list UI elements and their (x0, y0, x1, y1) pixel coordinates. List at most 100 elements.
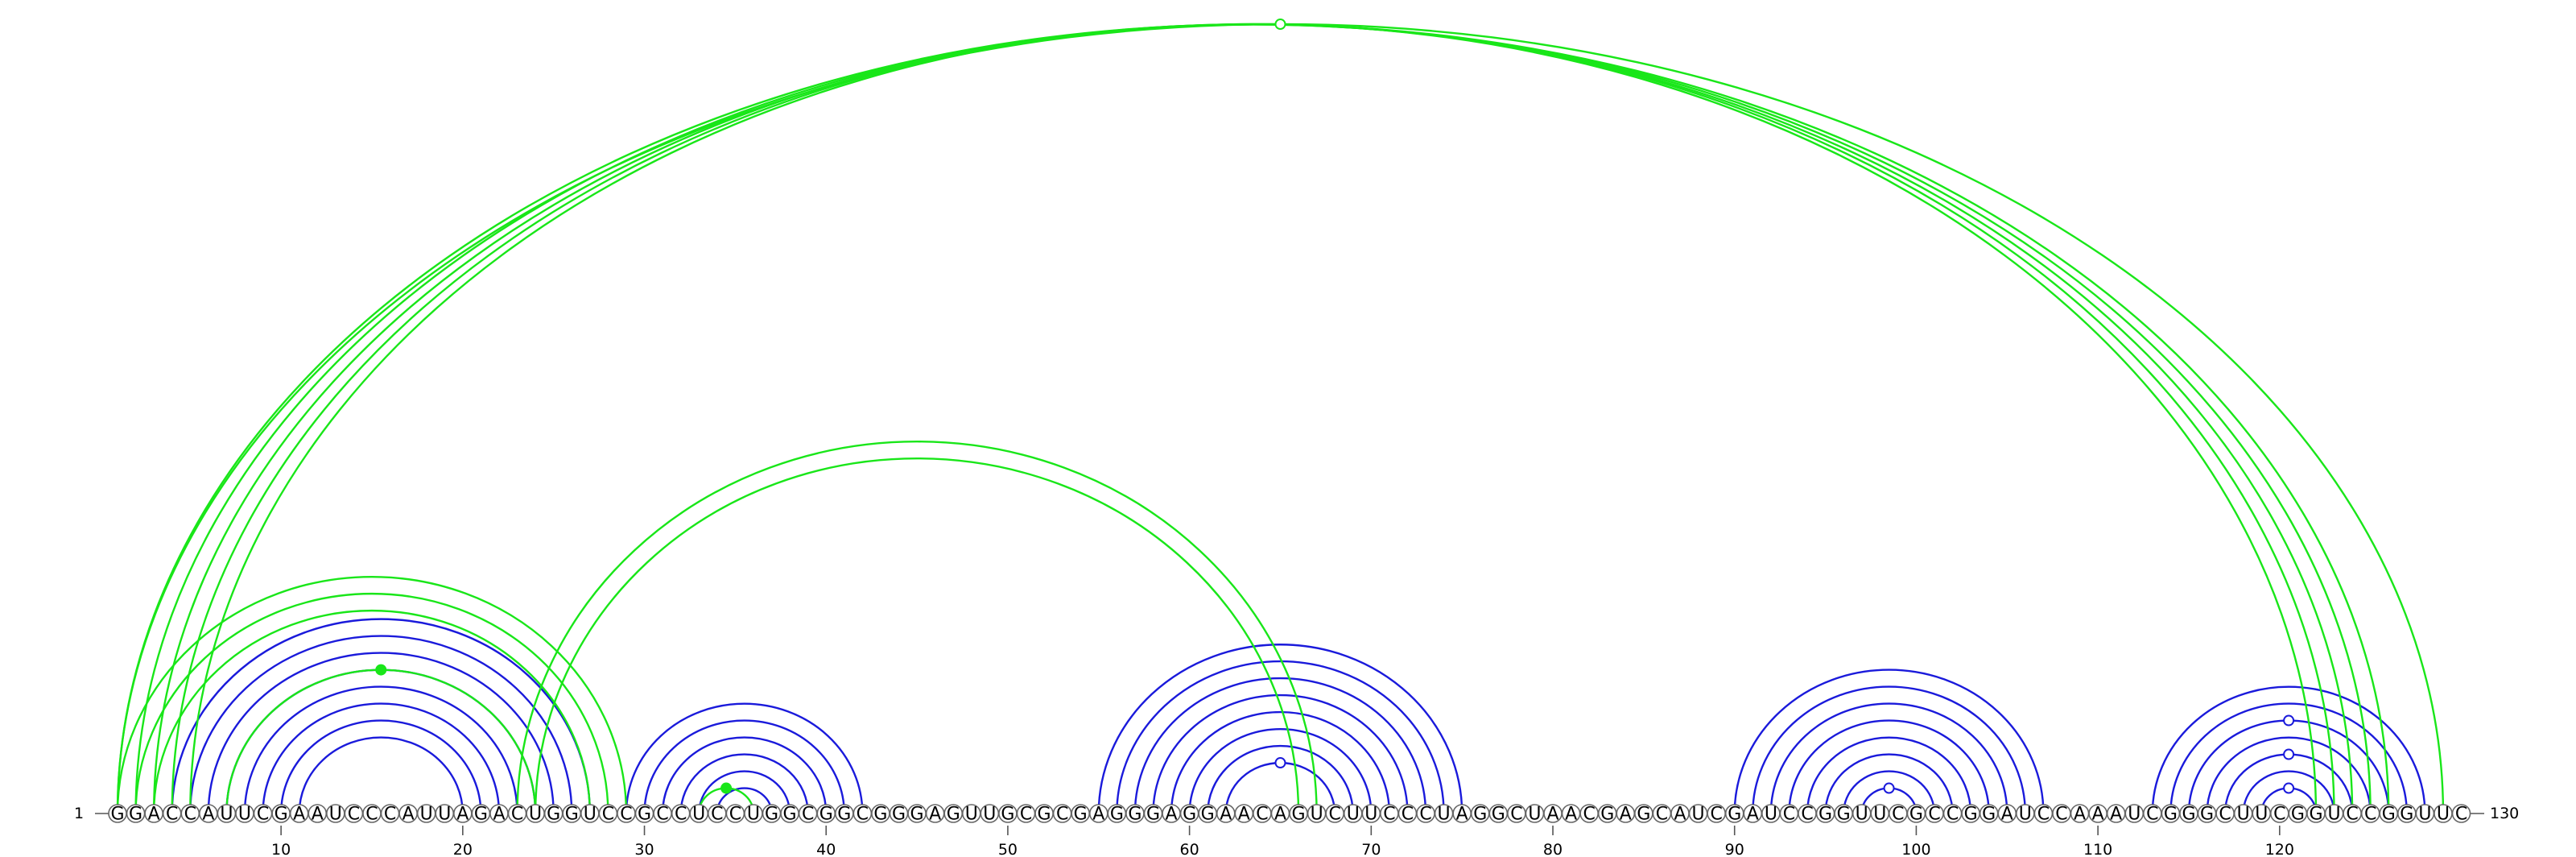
nucleotide-letter: G (910, 805, 924, 825)
nucleotide-letter: U (1765, 805, 1777, 825)
nucleotide-letter: C (1946, 805, 1959, 825)
nucleotide-letter: C (1783, 805, 1795, 825)
nucleotide-letter: U (747, 805, 760, 825)
nucleotide-letter: C (2146, 805, 2158, 825)
nucleotide-letter: U (2437, 805, 2450, 825)
nucleotide-letter: A (2074, 805, 2086, 825)
nucleotide-letter: C (1402, 805, 1414, 825)
nucleotide-letter: U (1528, 805, 1541, 825)
arc-blue-60-70 (1188, 727, 1373, 814)
nucleotide-letter: U (220, 805, 233, 825)
arc-green-7-24 (225, 669, 537, 814)
nucleotide-letter: C (620, 805, 632, 825)
marker-blue-62-68 (1274, 757, 1286, 769)
nucleotide-letter: U (1856, 805, 1868, 825)
nucleotide-letter: C (1928, 805, 1940, 825)
tick-label: 40 (816, 841, 836, 857)
nucleotide-letter: A (2001, 805, 2013, 825)
arc-green-5-122 (189, 23, 2318, 814)
nucleotide-letter: A (2110, 805, 2122, 825)
start-position-label: 1 (74, 805, 84, 822)
nucleotide-letter: A (1565, 805, 1577, 825)
nucleotide-letter: C (2037, 805, 2050, 825)
arc-blue-29-42 (625, 702, 864, 814)
nucleotide-letter: G (110, 805, 124, 825)
nucleotide-letter: U (238, 805, 251, 825)
marker-green-33-36 (720, 782, 733, 794)
nucleotide-letter: U (2128, 805, 2140, 825)
nucleotide-letter: C (1656, 805, 1668, 825)
nucleotide-letter: A (1220, 805, 1232, 825)
nucleotide-letter: G (1201, 805, 1215, 825)
nucleotide-letter: C (1510, 805, 1522, 825)
arc-blue-94-103 (1806, 736, 1972, 814)
nucleotide-letter: C (511, 805, 523, 825)
arc-blue-7-24 (225, 669, 537, 814)
nucleotide-letter: G (1074, 805, 1088, 825)
nucleotide-letter: A (202, 805, 214, 825)
nucleotide-letter: U (329, 805, 342, 825)
end-position-label: 130 (2490, 805, 2519, 822)
nucleotide-letter: A (1274, 805, 1286, 825)
nucleotide-letter: A (456, 805, 469, 825)
nucleotide-letter: U (983, 805, 996, 825)
nucleotide-letter: C (2346, 805, 2358, 825)
nucleotide-letter: G (1001, 805, 1014, 825)
nucleotide-letter: G (2182, 805, 2195, 825)
pair-markers (375, 19, 2295, 794)
arc-blue-55-75 (1097, 643, 1463, 814)
arc-blue-5-26 (189, 635, 573, 814)
nucleotide-letter: C (857, 805, 869, 825)
marker-blue-115-126 (2283, 714, 2295, 727)
arc-blue-58-72 (1152, 693, 1409, 814)
arc-blue-11-20 (298, 736, 464, 814)
nucleotide-letter: U (692, 805, 705, 825)
base-pair-arcs (118, 23, 2445, 814)
arc-blue-95-102 (1824, 753, 1954, 814)
nucleotide-letter: A (148, 805, 160, 825)
nucleotide-letter: G (783, 805, 797, 825)
nucleotide-letter: U (1873, 805, 1886, 825)
tick-label: 70 (1361, 841, 1381, 857)
arc-blue-115-126 (2187, 719, 2390, 814)
nucleotide-letter: U (1438, 805, 1451, 825)
nucleotide-letter: A (293, 805, 305, 825)
nucleotide-letter: G (129, 805, 142, 825)
nucleotide-letter: A (1166, 805, 1178, 825)
nucleotide-letter: C (729, 805, 741, 825)
arc-green-3-27 (152, 609, 592, 814)
arc-blue-116-125 (2206, 736, 2372, 814)
nucleotide-letter: G (565, 805, 579, 825)
nucleotide-letter: G (1818, 805, 1832, 825)
nucleotide-letter: C (602, 805, 614, 825)
marker-green-1-129 (1274, 19, 1286, 30)
nucleotide-letter: G (1909, 805, 1923, 825)
nucleotide-circle (2451, 804, 2471, 823)
nucleotide-letter: U (529, 805, 542, 825)
nucleotide-letter: G (1292, 805, 1306, 825)
arc-blue-30-41 (643, 719, 845, 814)
arc-blue-92-105 (1769, 702, 2008, 814)
tick-label: 120 (2265, 841, 2294, 857)
arc-blue-32-39 (679, 753, 809, 814)
nucleotide-letter: C (1710, 805, 1722, 825)
arc-green-2-125 (136, 24, 2371, 814)
nucleotide-letter: G (1146, 805, 1160, 825)
arc-blue-10-21 (279, 719, 482, 814)
nucleotide-letter: C (2219, 805, 2231, 825)
nucleotide-letter: G (819, 805, 833, 825)
nucleotide-letter: A (1620, 805, 1632, 825)
nucleotide-letter: G (2291, 805, 2305, 825)
arc-blue-61-69 (1207, 744, 1354, 814)
nucleotide-letter: C (1383, 805, 1395, 825)
nucleotide-letter: A (929, 805, 941, 825)
nucleotide-letter: G (765, 805, 778, 825)
marker-green-7-24 (375, 664, 387, 676)
tick-label: 90 (1725, 841, 1744, 857)
arc-green-24-66 (534, 457, 1300, 814)
nucleotide-letter: C (2273, 805, 2285, 825)
nucleotide-letter: G (892, 805, 906, 825)
nucleotide-letter: G (275, 805, 288, 825)
arc-blue-9-22 (262, 702, 501, 814)
nucleotide-letter: U (2019, 805, 2032, 825)
